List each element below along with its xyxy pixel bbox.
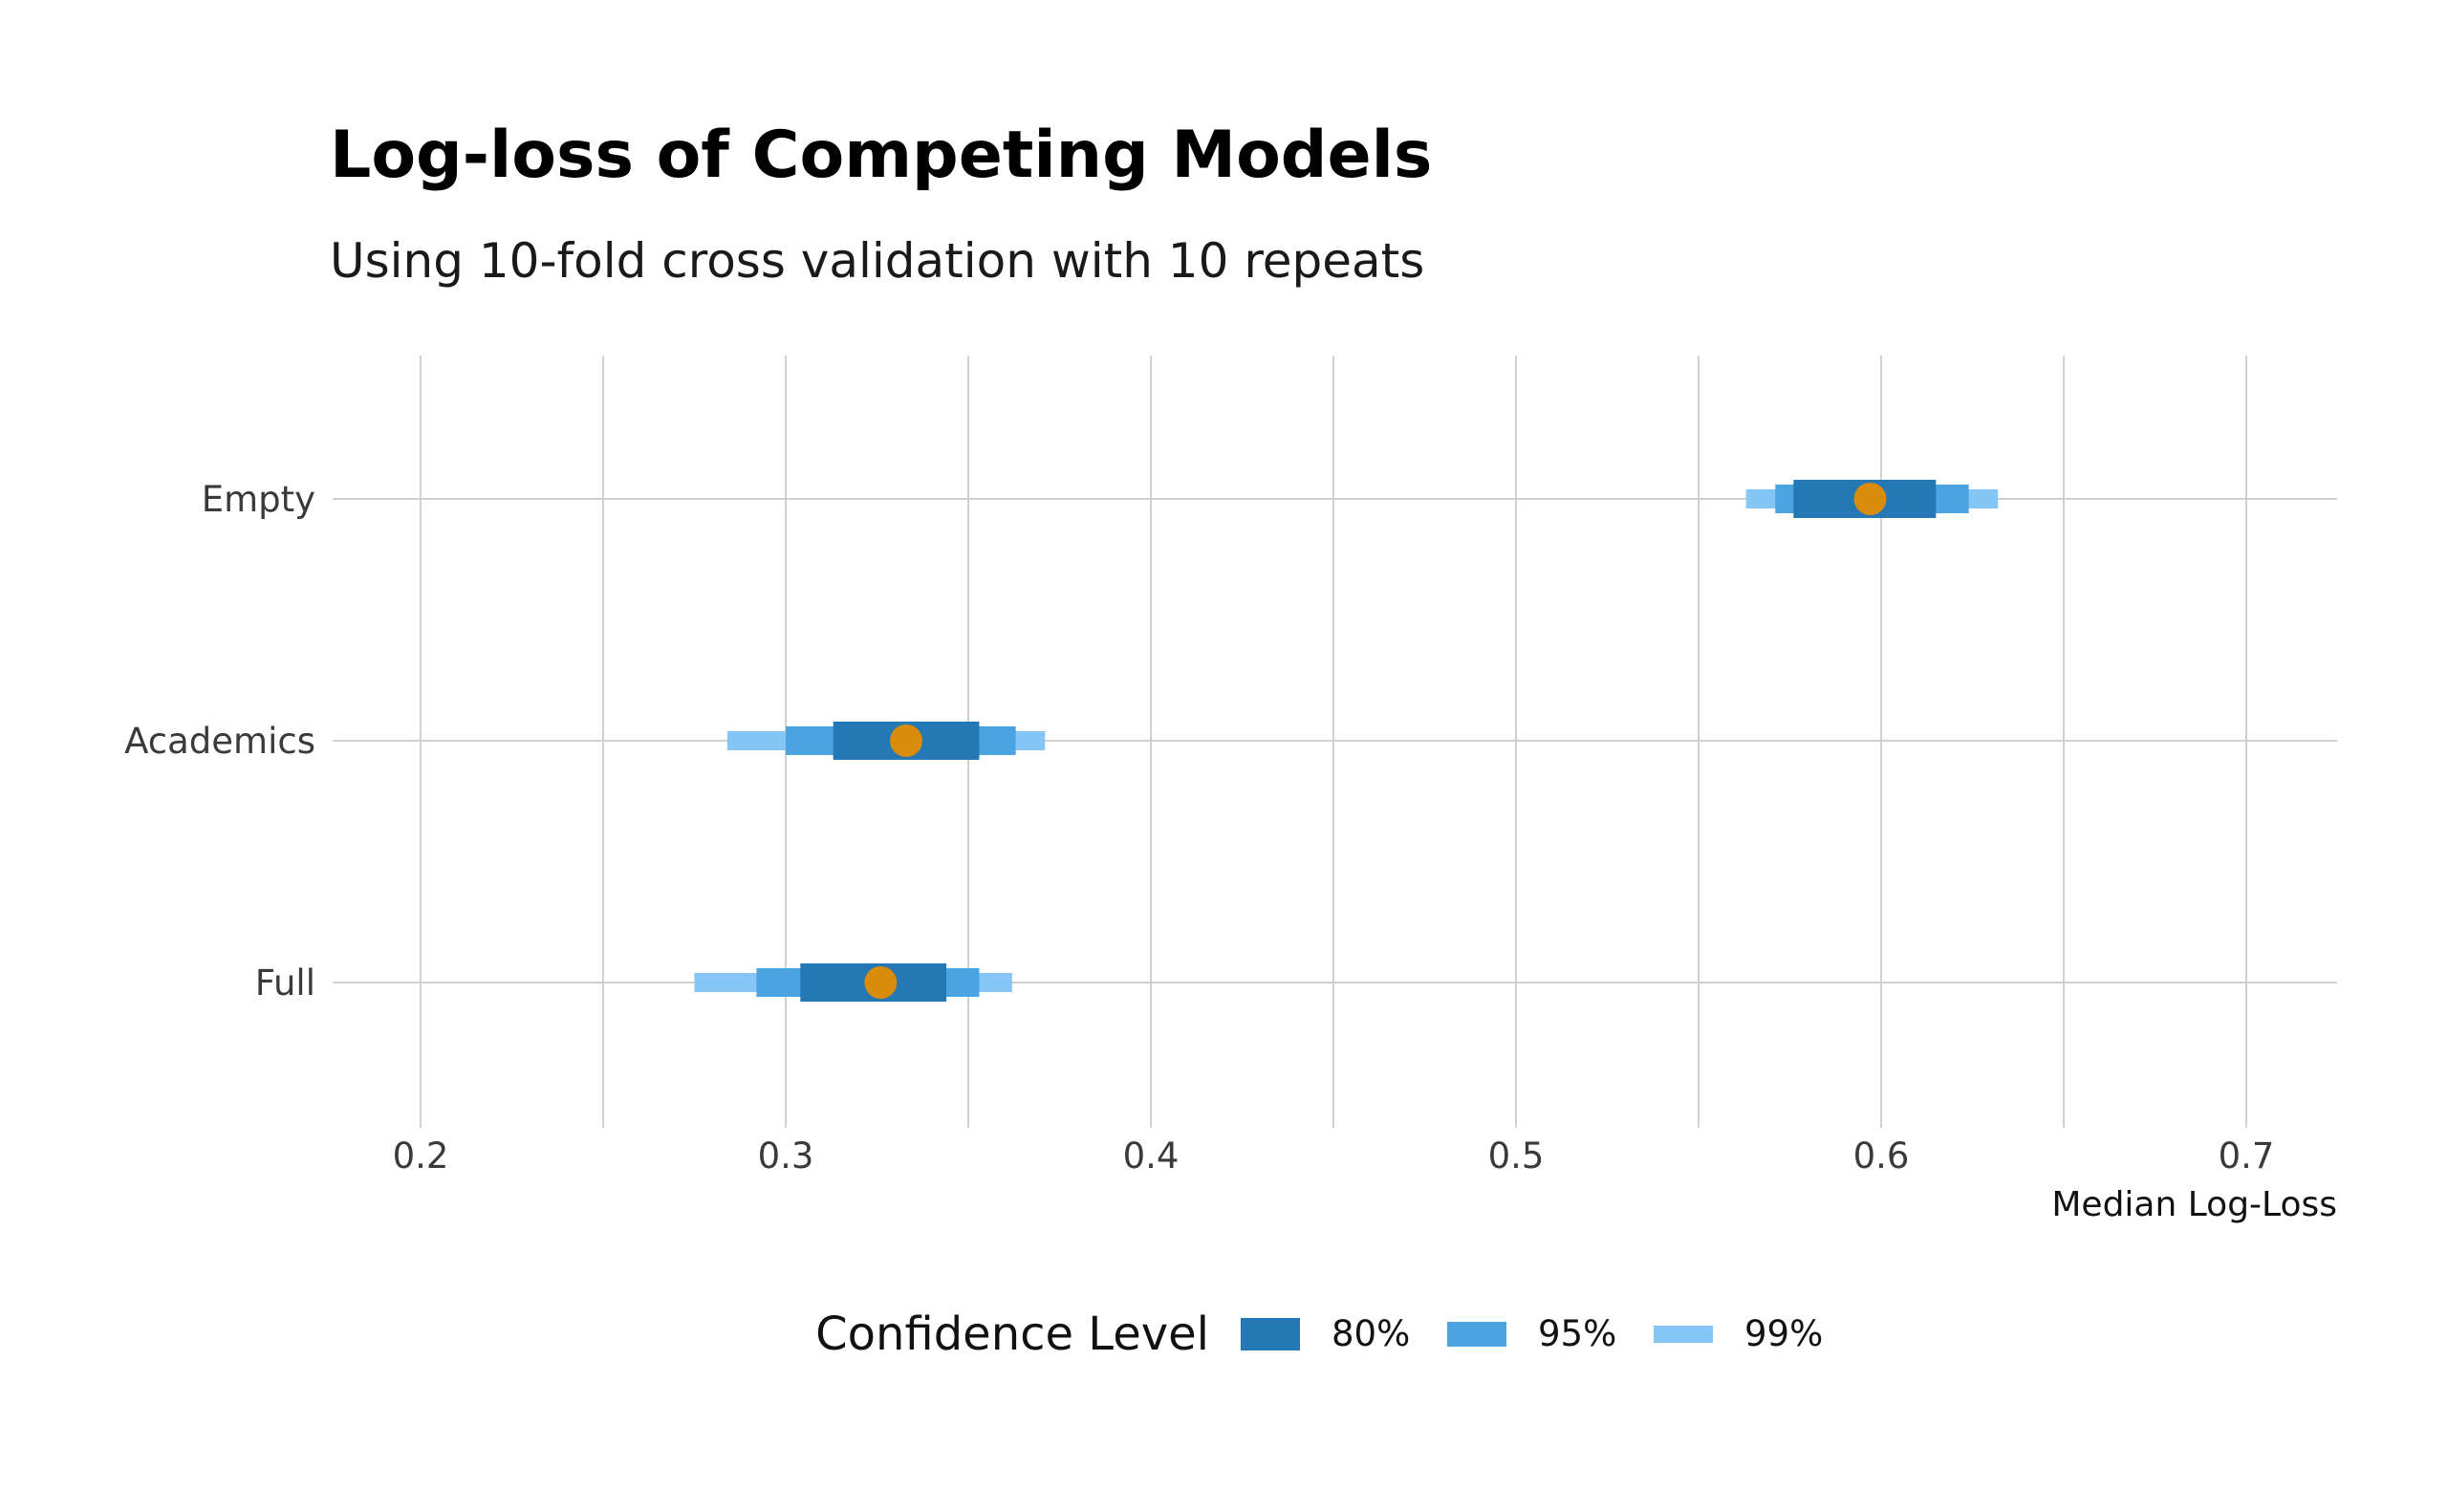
grid-lines — [333, 356, 2337, 1128]
x-tick-label: 0.2 — [393, 1135, 449, 1177]
y-tick-label: Empty — [202, 479, 315, 520]
chart-title: Log-loss of Competing Models — [330, 118, 1432, 193]
legend-key-99 — [1654, 1326, 1713, 1343]
x-tick-label: 0.7 — [2219, 1135, 2275, 1177]
median-point — [1853, 483, 1887, 515]
interval-marks — [694, 480, 1999, 1002]
x-tick-label: 0.4 — [1123, 1135, 1180, 1177]
y-tick-label: Academics — [124, 721, 315, 762]
x-tick-label: 0.3 — [758, 1135, 814, 1177]
x-tick-label: 0.6 — [1853, 1135, 1910, 1177]
legend-label: 80% — [1332, 1313, 1410, 1354]
legend-key-95 — [1447, 1322, 1506, 1347]
median-point — [890, 724, 923, 757]
x-axis-title: Median Log-Loss — [2051, 1185, 2337, 1224]
x-tick-label: 0.5 — [1488, 1135, 1545, 1177]
y-axis-labels: Empty Academics Full — [124, 479, 315, 1004]
legend-label: 99% — [1744, 1313, 1823, 1354]
y-tick-label: Full — [255, 962, 315, 1004]
median-point — [864, 966, 898, 999]
legend-key-80 — [1241, 1318, 1300, 1350]
legend: Confidence Level 80% 95% 99% — [815, 1307, 1823, 1361]
x-axis-labels: 0.2 0.3 0.4 0.5 0.6 0.7 — [393, 1135, 2275, 1177]
legend-label: 95% — [1538, 1313, 1616, 1354]
chart-subtitle: Using 10-fold cross validation with 10 r… — [330, 233, 1424, 289]
legend-title: Confidence Level — [815, 1307, 1209, 1361]
